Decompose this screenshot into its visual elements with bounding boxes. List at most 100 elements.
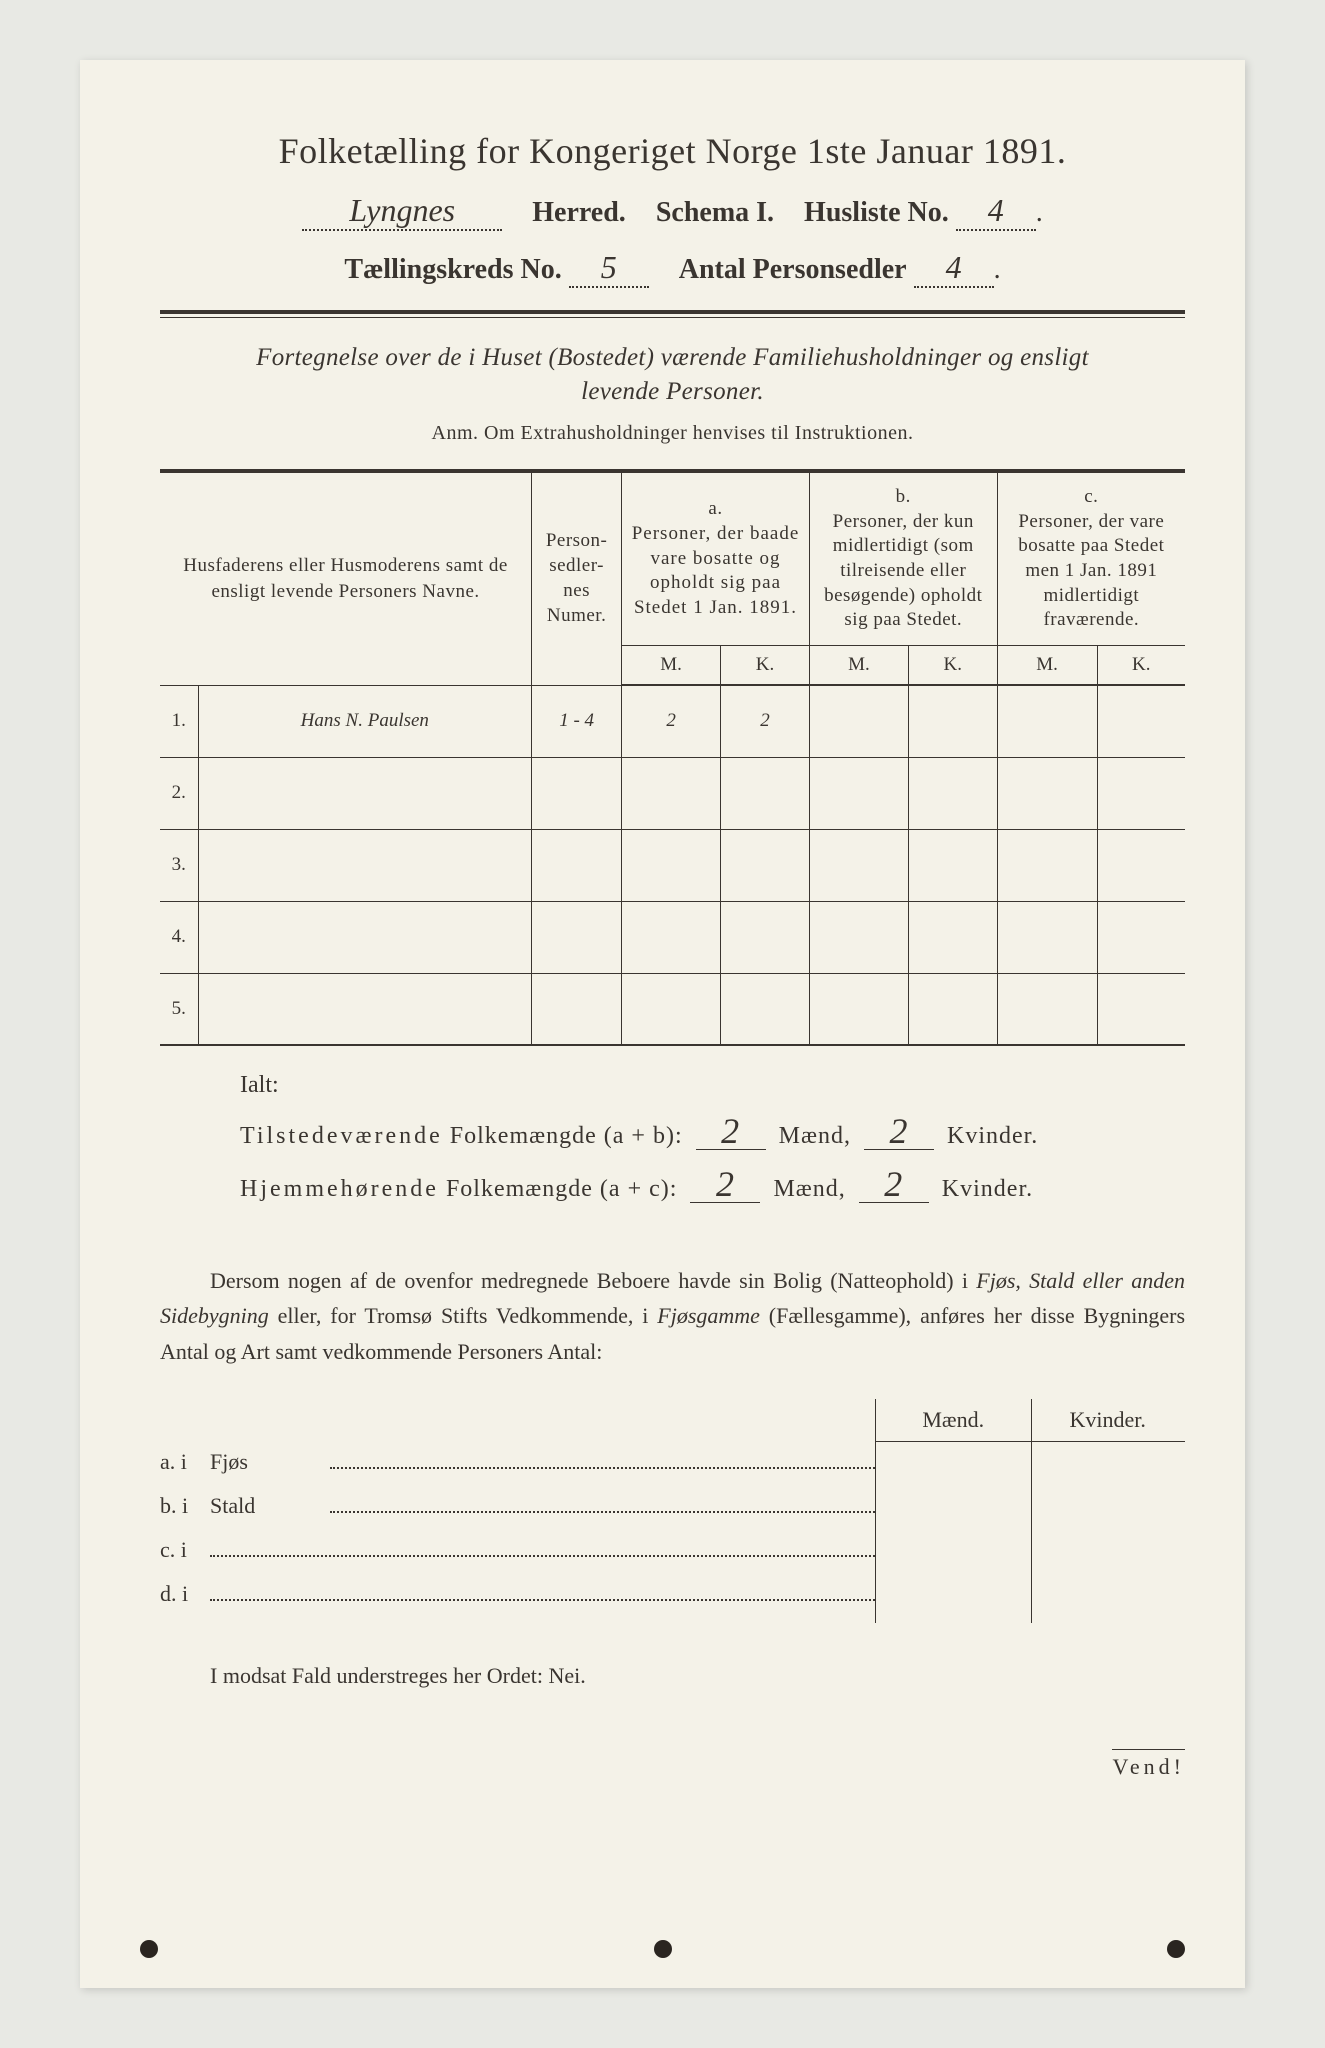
outbuilding-block: a. i Fjøs b. i Stald c. i d. i Mænd. — [160, 1399, 1185, 1623]
name-cell — [198, 973, 532, 1045]
c-m-cell — [997, 685, 1097, 757]
a-m-cell: 2 — [622, 685, 721, 757]
col-c-m: M. — [997, 646, 1097, 686]
name-cell — [198, 901, 532, 973]
c-k-cell — [1097, 829, 1185, 901]
c-m-cell — [997, 829, 1097, 901]
b-k-cell — [908, 973, 997, 1045]
punch-hole — [1167, 1940, 1185, 1958]
anm-note: Anm. Om Extrahusholdninger henvises til … — [160, 422, 1185, 445]
sedler-cell — [532, 973, 622, 1045]
vend-label: Vend! — [1112, 1749, 1185, 1780]
sedler-cell: 1 - 4 — [532, 685, 622, 757]
subtitle-1: Fortegnelse over de i Huset (Bostedet) v… — [160, 344, 1185, 372]
col-a-header: a. Personer, der baade vare bosatte og o… — [622, 471, 810, 646]
col-a-k: K. — [721, 646, 810, 686]
b-k-cell — [908, 757, 997, 829]
col-c-header: c. Personer, der vare bosatte paa Stedet… — [997, 471, 1185, 646]
col-sedler-header: Person-sedler-nes Numer. — [532, 471, 622, 685]
c-k-cell — [1097, 973, 1185, 1045]
ialt-label: Ialt: — [240, 1072, 1185, 1099]
b-m-cell — [809, 829, 908, 901]
sedler-cell — [532, 901, 622, 973]
table-row: 4. — [160, 901, 1185, 973]
sedler-cell — [532, 829, 622, 901]
a-m-cell — [622, 757, 721, 829]
a-k-cell: 2 — [721, 685, 810, 757]
kreds-value: 5 — [569, 249, 649, 288]
name-cell: Hans N. Paulsen — [198, 685, 532, 757]
a-k-cell — [721, 973, 810, 1045]
c-k-cell — [1097, 685, 1185, 757]
a-m-cell — [622, 973, 721, 1045]
b-m-cell — [809, 757, 908, 829]
col-a-m: M. — [622, 646, 721, 686]
line2-maend: 2 — [690, 1166, 760, 1203]
b-k-cell — [908, 829, 997, 901]
husliste-value: 4 — [956, 192, 1036, 231]
b-m-cell — [809, 685, 908, 757]
herred-label: Herred. — [532, 197, 626, 229]
mk-columns: Mænd. Kvinder. — [875, 1399, 1185, 1623]
rule-divider — [160, 310, 1185, 318]
row-number: 3. — [160, 829, 198, 901]
row-a: a. i Fjøs — [160, 1447, 875, 1475]
antal-label: Antal Personsedler — [679, 254, 907, 285]
a-k-cell — [721, 901, 810, 973]
husliste-label: Husliste No. — [804, 197, 949, 228]
line2-kvinder: 2 — [859, 1166, 929, 1203]
households-table: Husfaderens eller Husmoderens samt de en… — [160, 469, 1185, 1046]
totals-block: Ialt: Tilstedeværende Folkemængde (a + b… — [160, 1072, 1185, 1203]
kvinder-header: Kvinder. — [1031, 1407, 1186, 1433]
totals-line-1: Tilstedeværende Folkemængde (a + b): 2 M… — [240, 1113, 1185, 1150]
line1-maend: 2 — [696, 1113, 766, 1150]
header-row-2: Tællingskreds No. 5 Antal Personsedler 4… — [160, 249, 1185, 288]
c-m-cell — [997, 973, 1097, 1045]
col-c-k: K. — [1097, 646, 1185, 686]
row-c: c. i — [160, 1535, 875, 1563]
row-d: d. i — [160, 1579, 875, 1607]
table-row: 3. — [160, 829, 1185, 901]
header-row-1: Lyngnes Herred. Schema I. Husliste No. 4… — [160, 192, 1185, 231]
row-b: b. i Stald — [160, 1491, 875, 1519]
a-k-cell — [721, 757, 810, 829]
totals-line-2: Hjemmehørende Folkemængde (a + c): 2 Mæn… — [240, 1166, 1185, 1203]
b-m-cell — [809, 973, 908, 1045]
census-form-page: Folketælling for Kongeriget Norge 1ste J… — [80, 60, 1245, 1988]
table-row: 5. — [160, 973, 1185, 1045]
punch-hole — [140, 1940, 158, 1958]
row-number: 1. — [160, 685, 198, 757]
row-number: 4. — [160, 901, 198, 973]
c-k-cell — [1097, 757, 1185, 829]
kreds-label: Tællingskreds No. — [344, 254, 561, 285]
c-m-cell — [997, 901, 1097, 973]
outbuilding-list: a. i Fjøs b. i Stald c. i d. i — [160, 1399, 875, 1623]
b-k-cell — [908, 685, 997, 757]
b-m-cell — [809, 901, 908, 973]
subtitle-2: levende Personer. — [160, 378, 1185, 406]
outbuilding-paragraph: Dersom nogen af de ovenfor medregnede Be… — [160, 1263, 1185, 1369]
c-k-cell — [1097, 901, 1185, 973]
col-b-k: K. — [908, 646, 997, 686]
a-m-cell — [622, 901, 721, 973]
nei-line: I modsat Fald understreges her Ordet: Ne… — [160, 1663, 1185, 1689]
name-cell — [198, 757, 532, 829]
col-names-header: Husfaderens eller Husmoderens samt de en… — [160, 471, 532, 685]
schema-label: Schema I. — [656, 197, 774, 229]
row-number: 5. — [160, 973, 198, 1045]
b-k-cell — [908, 901, 997, 973]
sedler-cell — [532, 757, 622, 829]
maend-header: Mænd. — [876, 1407, 1031, 1433]
name-cell — [198, 829, 532, 901]
a-m-cell — [622, 829, 721, 901]
table-row: 1.Hans N. Paulsen1 - 422 — [160, 685, 1185, 757]
line1-kvinder: 2 — [864, 1113, 934, 1150]
a-k-cell — [721, 829, 810, 901]
herred-value: Lyngnes — [302, 192, 502, 231]
table-row: 2. — [160, 757, 1185, 829]
punch-hole — [654, 1940, 672, 1958]
col-b-m: M. — [809, 646, 908, 686]
antal-value: 4 — [914, 249, 994, 288]
c-m-cell — [997, 757, 1097, 829]
col-b-header: b. Personer, der kun midlertidigt (som t… — [809, 471, 997, 646]
